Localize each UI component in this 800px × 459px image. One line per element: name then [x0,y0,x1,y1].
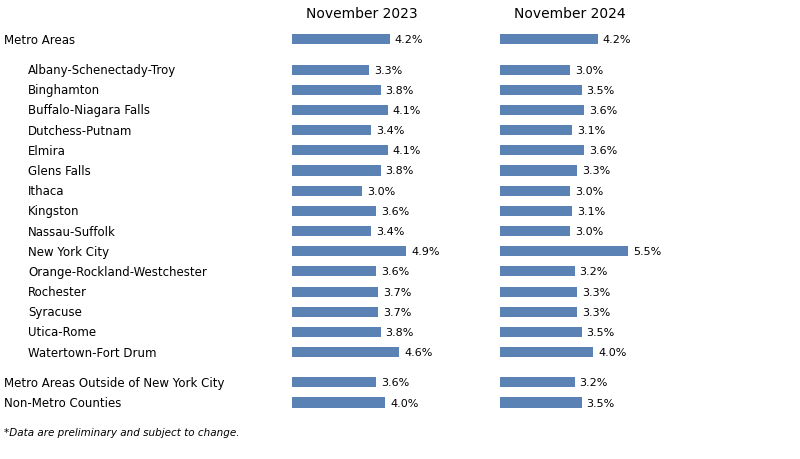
Text: 3.1%: 3.1% [577,126,606,136]
Text: 3.8%: 3.8% [386,85,414,95]
Text: Rochester: Rochester [28,285,87,298]
Bar [292,327,381,337]
Text: 3.8%: 3.8% [386,327,414,337]
Text: 3.5%: 3.5% [586,397,614,408]
Text: 4.6%: 4.6% [404,347,433,357]
Text: 5.5%: 5.5% [633,246,662,257]
Text: 3.4%: 3.4% [376,227,405,236]
Bar [500,126,572,136]
Bar [500,85,582,95]
Text: 4.2%: 4.2% [603,35,631,45]
Text: 4.0%: 4.0% [390,397,418,408]
Bar [500,186,570,196]
Bar [500,267,574,277]
Text: Glens Falls: Glens Falls [28,165,90,178]
Text: 3.4%: 3.4% [376,126,405,136]
Text: 3.8%: 3.8% [386,166,414,176]
Bar [500,327,582,337]
Text: Metro Areas: Metro Areas [4,34,75,47]
Text: 3.7%: 3.7% [383,287,411,297]
Text: *Data are preliminary and subject to change.: *Data are preliminary and subject to cha… [4,427,239,437]
Text: 4.9%: 4.9% [411,246,440,257]
Bar [292,226,371,236]
Bar [500,377,574,387]
Bar [292,377,376,387]
Text: 3.0%: 3.0% [366,186,395,196]
Text: New York City: New York City [28,245,109,258]
Bar [292,126,371,136]
Bar [292,207,376,216]
Text: 3.3%: 3.3% [374,66,402,75]
Bar [292,397,386,408]
Text: Utica-Rome: Utica-Rome [28,326,96,339]
Text: Dutchess-Putnam: Dutchess-Putnam [28,124,132,137]
Text: Albany-Schenectady-Troy: Albany-Schenectady-Troy [28,64,176,77]
Text: Buffalo-Niagara Falls: Buffalo-Niagara Falls [28,104,150,117]
Bar [500,347,594,358]
Text: 3.5%: 3.5% [586,85,614,95]
Text: 3.6%: 3.6% [381,267,409,277]
Text: 3.7%: 3.7% [383,307,411,317]
Bar [292,307,378,317]
Text: Ithaca: Ithaca [28,185,65,198]
Text: 3.5%: 3.5% [586,327,614,337]
Text: 4.0%: 4.0% [598,347,626,357]
Bar [500,106,584,116]
Bar [500,307,577,317]
Text: 3.2%: 3.2% [579,377,608,387]
Bar [292,246,406,257]
Text: 3.0%: 3.0% [575,186,603,196]
Text: 3.0%: 3.0% [575,227,603,236]
Bar [292,186,362,196]
Bar [500,146,584,156]
Text: Nassau-Suffolk: Nassau-Suffolk [28,225,116,238]
Text: Watertown-Fort Drum: Watertown-Fort Drum [28,346,157,359]
Text: Elmira: Elmira [28,145,66,157]
Text: Kingston: Kingston [28,205,79,218]
Text: 3.3%: 3.3% [582,166,610,176]
Bar [292,287,378,297]
Bar [500,226,570,236]
Bar [500,166,577,176]
Text: 3.6%: 3.6% [589,106,617,116]
Text: 3.1%: 3.1% [577,207,606,216]
Bar [292,146,388,156]
Text: 4.1%: 4.1% [393,106,421,116]
Text: Binghamton: Binghamton [28,84,100,97]
Bar [292,66,369,75]
Bar [500,246,628,257]
Bar [292,267,376,277]
Text: November 2023: November 2023 [306,7,418,21]
Text: 4.1%: 4.1% [393,146,421,156]
Text: 3.2%: 3.2% [579,267,608,277]
Text: 3.3%: 3.3% [582,287,610,297]
Bar [292,85,381,95]
Bar [292,106,388,116]
Text: 3.3%: 3.3% [582,307,610,317]
Bar [292,35,390,45]
Text: Syracuse: Syracuse [28,306,82,319]
Text: 3.0%: 3.0% [575,66,603,75]
Text: 3.6%: 3.6% [589,146,617,156]
Text: 3.6%: 3.6% [381,207,409,216]
Text: 4.2%: 4.2% [395,35,423,45]
Bar [500,35,598,45]
Text: November 2024: November 2024 [514,7,626,21]
Bar [500,207,572,216]
Text: Metro Areas Outside of New York City: Metro Areas Outside of New York City [4,376,225,389]
Text: 3.6%: 3.6% [381,377,409,387]
Text: Non-Metro Counties: Non-Metro Counties [4,396,122,409]
Bar [500,66,570,75]
Text: Orange-Rockland-Westchester: Orange-Rockland-Westchester [28,265,207,278]
Bar [500,397,582,408]
Bar [292,166,381,176]
Bar [500,287,577,297]
Bar [292,347,399,358]
